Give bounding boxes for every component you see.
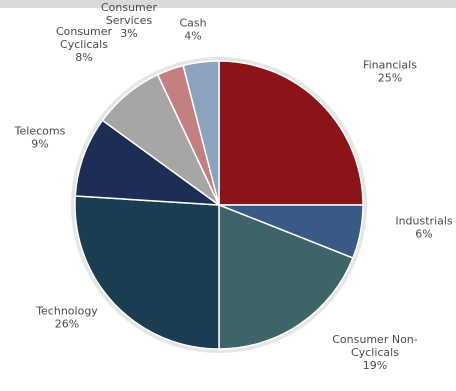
slice-label-4: Telecoms 9%	[14, 125, 66, 151]
pie-labels: Financials 25% Industrials 6% Consumer Non-C…	[14, 1, 453, 372]
top-bar	[0, 0, 456, 8]
slice-label-6: Consumer Services 3%	[101, 1, 158, 40]
pie-slices	[74, 60, 364, 350]
slice-label-3: Technology 26%	[35, 305, 98, 331]
slice-label-7: Cash 4%	[179, 17, 206, 43]
slice-label-0: Financials 25%	[363, 59, 417, 85]
slice-label-2: Consumer Non-Cyclicals 19%	[332, 333, 418, 372]
pie-slice-3	[74, 195, 220, 350]
slice-label-5: Consumer Cyclicals 8%	[56, 25, 113, 64]
pie-slice-2	[218, 203, 354, 350]
pie-slice-7	[182, 60, 220, 206]
slice-label-1: Industrials 6%	[395, 215, 453, 241]
pie-slice-0	[218, 60, 364, 206]
pie-slice-4	[74, 119, 222, 206]
